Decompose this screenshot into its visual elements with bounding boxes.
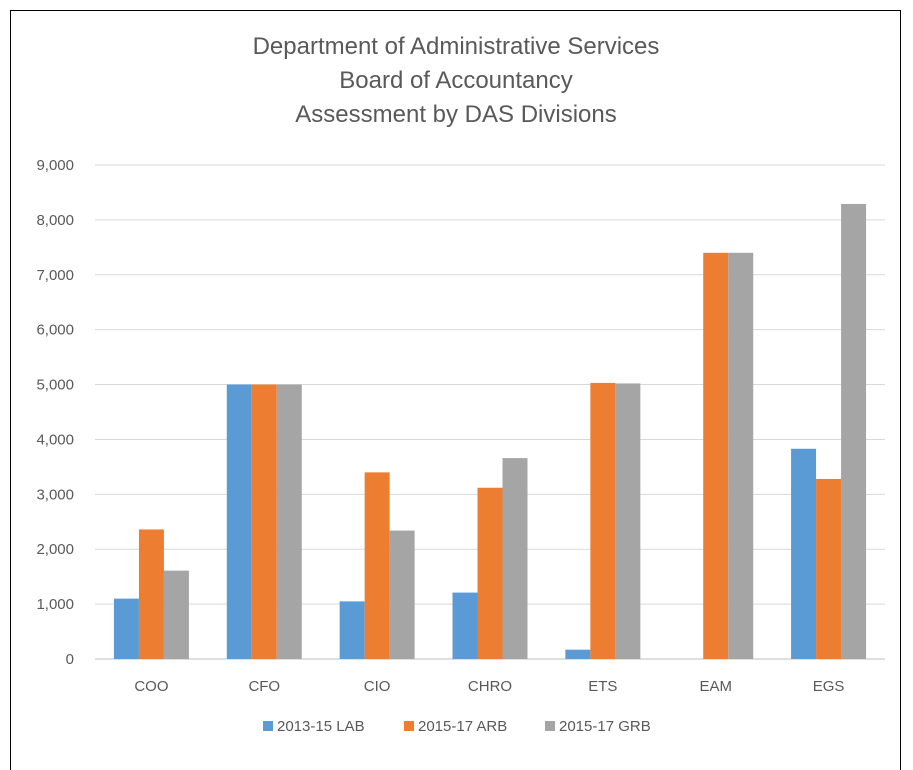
y-tick-label: 1,000 [36,596,74,613]
y-tick-label: 5,000 [36,377,74,394]
y-tick-label: 7,000 [36,267,74,284]
y-tick-label: 8,000 [36,212,74,229]
x-tick-label: COO [134,678,168,695]
bar-cfo-series-1 [226,384,252,659]
bar-cfo-series-3 [276,384,302,659]
x-tick-label: ETS [588,678,617,695]
legend-swatch [404,721,414,731]
bars [113,203,867,660]
chart-title-line-1: Department of Administrative Services [253,33,660,60]
chart-title-line-2: Board of Accountancy [339,67,572,94]
bar-ets-series-1 [565,649,591,659]
legend: 2013-15 LAB 2015-17 ARB 2015-17 GRB [263,718,651,735]
bar-egs-series-1 [791,448,817,659]
bar-cfo-series-2 [251,384,277,659]
bar-cio-series-3 [389,530,415,659]
y-tick-label: 9,000 [36,157,74,174]
legend-swatch [545,721,555,731]
bar-eam-series-2 [703,252,729,660]
bar-coo-series-1 [113,598,139,659]
x-tick-label: EGS [813,678,845,695]
chart-title-line-3: Assessment by DAS Divisions [295,101,616,128]
bar-ets-series-3 [615,383,641,659]
bar-egs-series-3 [841,203,867,659]
y-tick-label: 0 [66,651,74,668]
y-tick-label: 2,000 [36,541,74,558]
bar-coo-series-2 [138,529,164,659]
x-axis: COO CFO CIO CHRO ETS EAM EGS [134,678,844,695]
x-tick-label: CIO [364,678,391,695]
chart-title: Department of Administrative Services Bo… [253,33,660,128]
bar-cio-series-1 [339,601,365,659]
y-tick-label: 3,000 [36,486,74,503]
legend-label: 2013-15 LAB [277,718,365,735]
legend-swatch [263,721,273,731]
x-tick-label: CFO [248,678,280,695]
legend-label: 2015-17 GRB [559,718,651,735]
x-tick-label: EAM [699,678,732,695]
bar-cio-series-2 [364,472,390,659]
bar-chro-series-1 [452,592,478,659]
bar-eam-series-3 [728,252,754,660]
bar-chro-series-2 [477,487,503,659]
bar-ets-series-2 [590,382,616,659]
bar-chro-series-3 [502,458,528,659]
y-tick-label: 4,000 [36,431,74,448]
legend-label: 2015-17 ARB [418,718,507,735]
bar-egs-series-2 [816,478,842,659]
y-axis: 0 1,000 2,000 3,000 4,000 5,000 6,000 7,000 8,00… [36,157,74,668]
bar-coo-series-3 [163,570,189,659]
y-tick-label: 6,000 [36,322,74,339]
x-tick-label: CHRO [468,678,512,695]
